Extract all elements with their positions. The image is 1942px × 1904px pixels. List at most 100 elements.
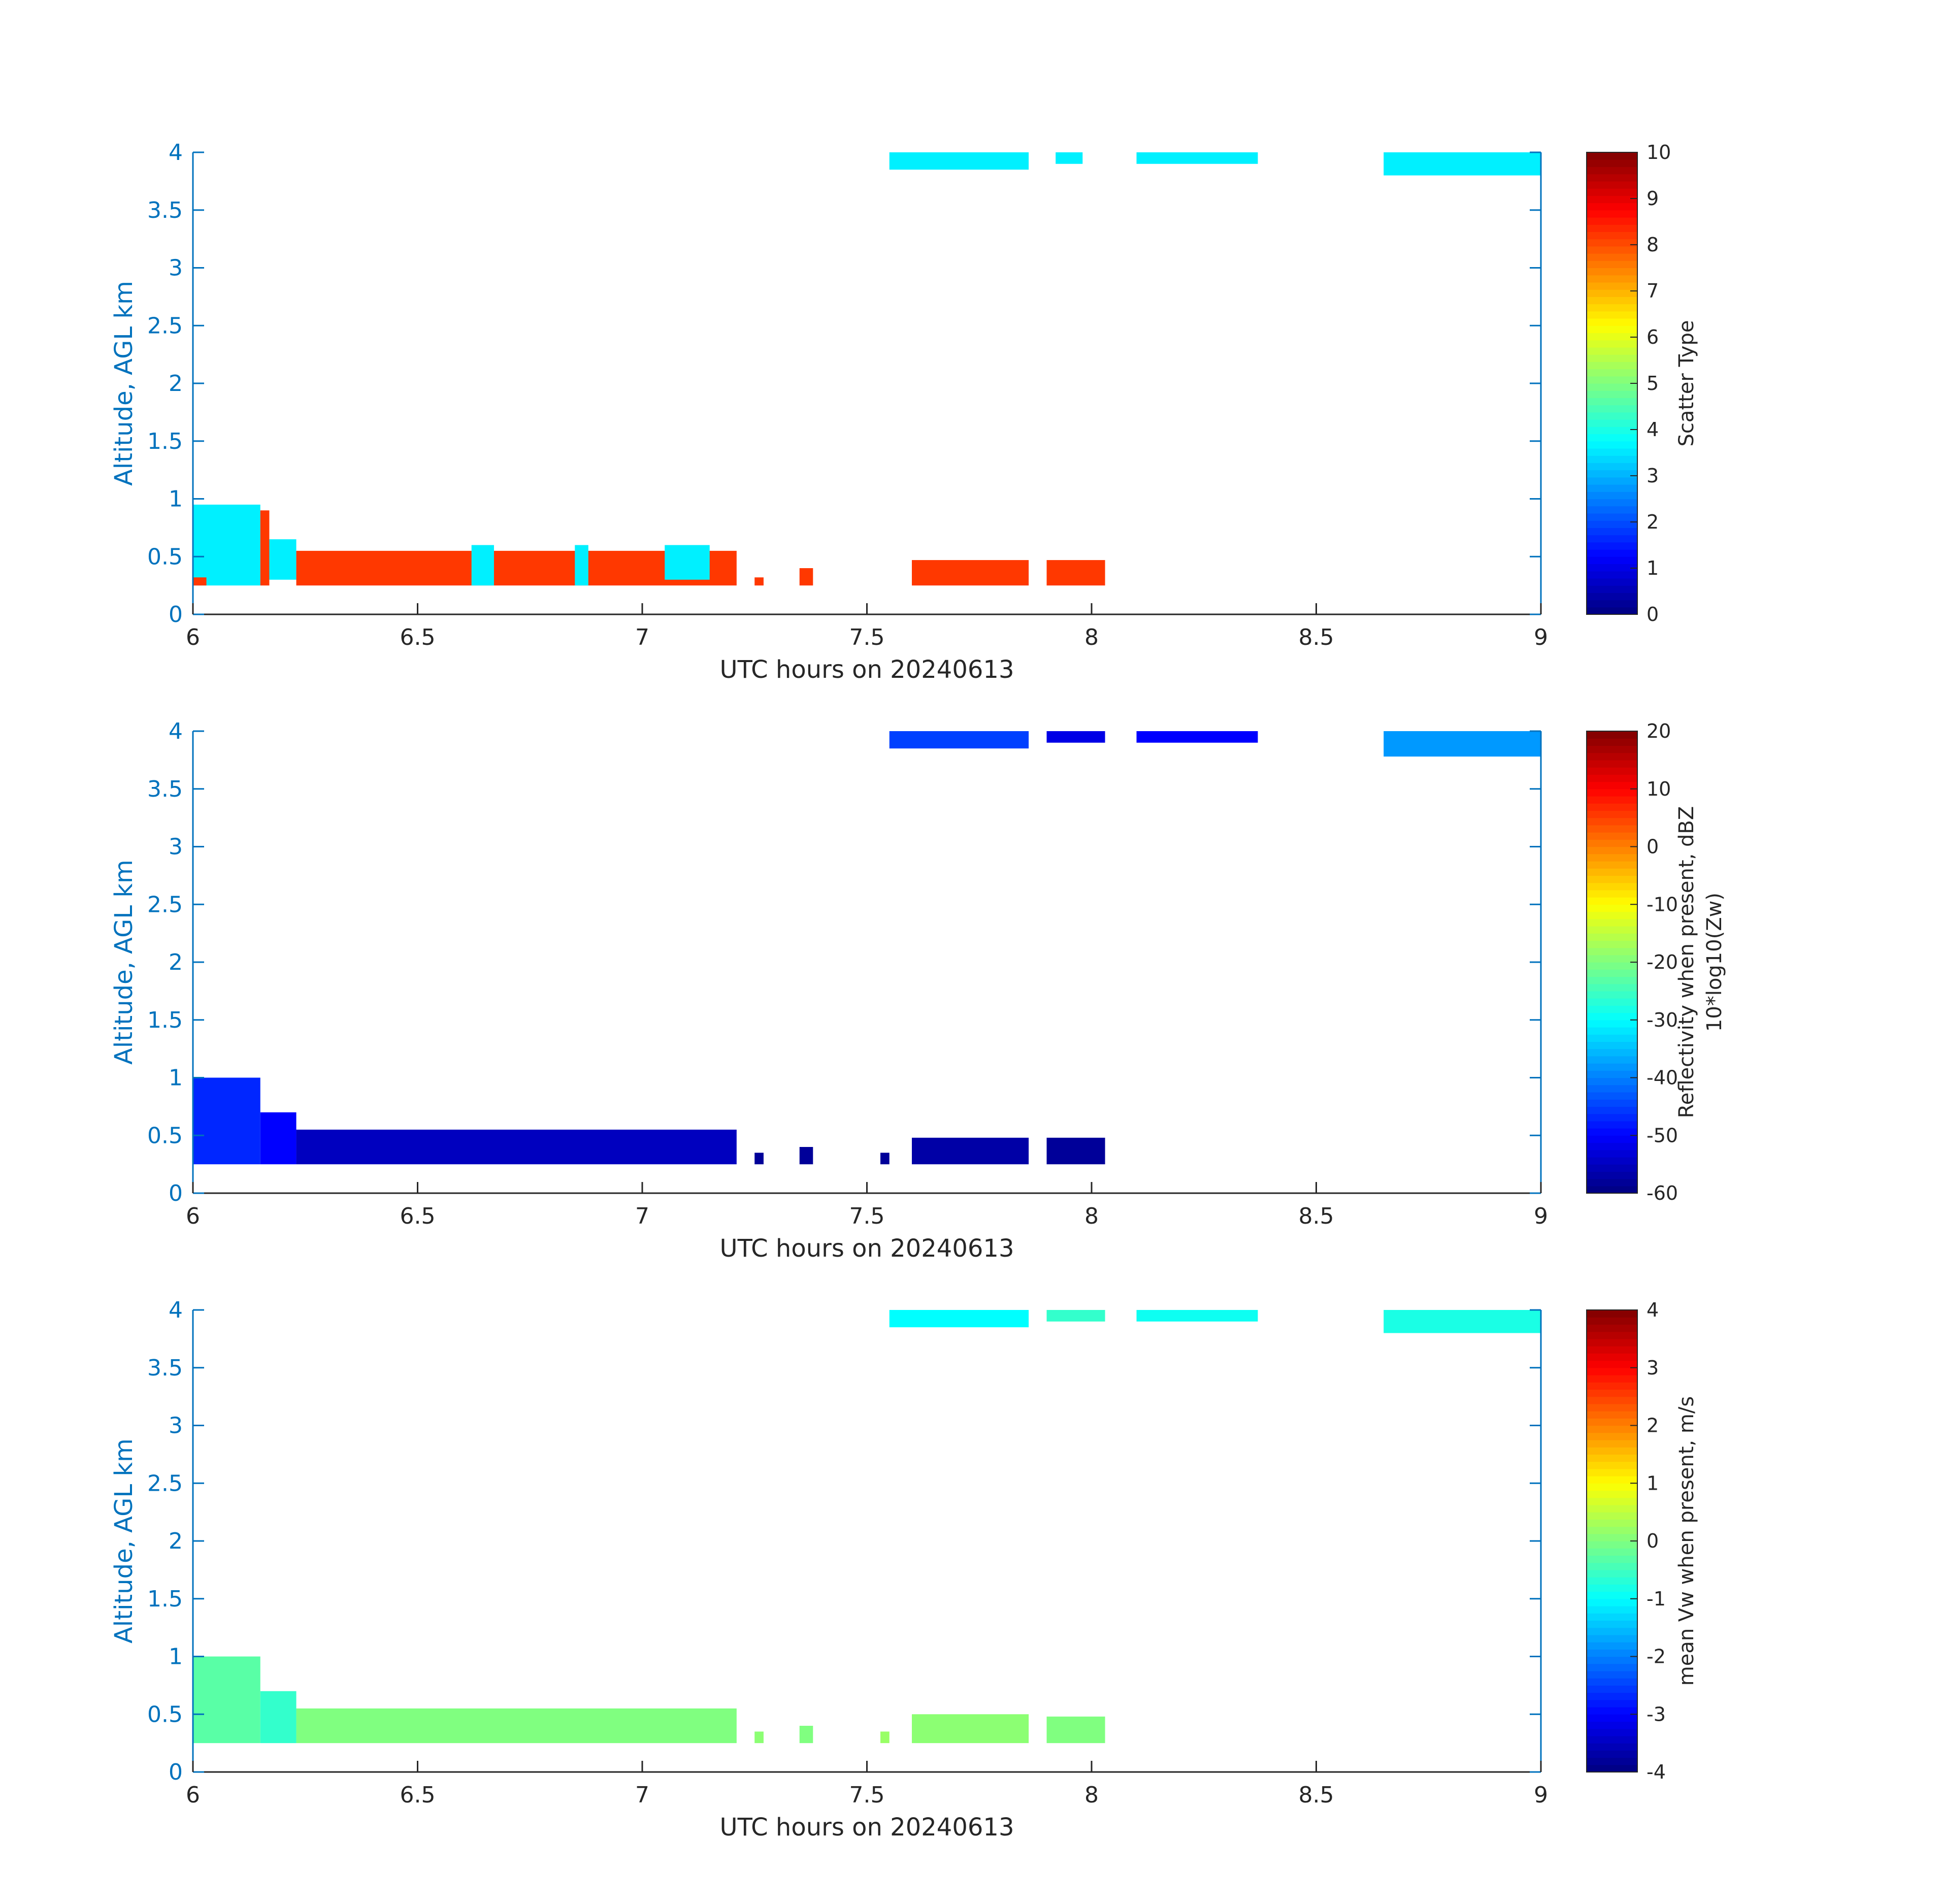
colorbar-segment xyxy=(1587,1128,1637,1136)
colorbar-segment xyxy=(1587,1591,1637,1599)
colorbar-tick-label: 4 xyxy=(1647,1299,1659,1321)
heatmap-cell xyxy=(260,510,270,586)
colorbar-segment xyxy=(1587,1512,1637,1520)
colorbar-label: Scatter Type xyxy=(1675,320,1698,447)
colorbar-segment xyxy=(1587,383,1637,391)
y-tick-label: 1 xyxy=(169,486,183,512)
heatmap-cell xyxy=(471,545,494,586)
heatmap-cell xyxy=(889,152,1029,170)
colorbar-segment xyxy=(1587,491,1637,500)
colorbar-segment xyxy=(1587,246,1637,254)
heatmap-cell xyxy=(1136,731,1258,743)
colorbar-segment xyxy=(1587,781,1637,790)
colorbar-segment xyxy=(1587,1670,1637,1679)
x-tick-label: 7.5 xyxy=(849,625,885,650)
colorbar-segment xyxy=(1587,268,1637,276)
colorbar-segment xyxy=(1587,520,1637,528)
colorbar-segment xyxy=(1587,803,1637,811)
heatmap-cell xyxy=(296,1129,737,1165)
colorbar-segment xyxy=(1587,1454,1637,1462)
colorbar-segment xyxy=(1587,1411,1637,1419)
y-axis-label: Altitude, AGL km xyxy=(110,860,138,1065)
heatmap-cell xyxy=(1384,731,1541,757)
heatmap-cell xyxy=(260,1691,297,1744)
colorbar-segment xyxy=(1587,463,1637,471)
colorbar-segment xyxy=(1587,347,1637,355)
colorbar-segment xyxy=(1587,1533,1637,1541)
colorbar-segment xyxy=(1587,607,1637,615)
y-tick-label: 2 xyxy=(169,1528,183,1554)
colorbar-segment xyxy=(1587,477,1637,485)
y-tick-label: 0.5 xyxy=(147,1123,183,1148)
colorbar-segment xyxy=(1587,1106,1637,1114)
colorbar-segment xyxy=(1587,1331,1637,1339)
x-tick-label: 6.5 xyxy=(400,625,436,650)
colorbar-segment xyxy=(1587,1135,1637,1143)
x-tick-label: 8.5 xyxy=(1299,625,1334,650)
colorbar-segment xyxy=(1587,846,1637,855)
colorbar-segment xyxy=(1587,1389,1637,1397)
y-tick-label: 4 xyxy=(169,140,183,166)
colorbar-segment xyxy=(1587,1113,1637,1122)
colorbar-segment xyxy=(1587,325,1637,334)
colorbar-segment xyxy=(1587,1382,1637,1390)
heatmap-cell xyxy=(912,1714,1029,1744)
colorbar-tick-label: 2 xyxy=(1647,1415,1659,1437)
colorbar: 0 1 2 3 4 5 6 7 8 9 10 Scatter Type xyxy=(1586,141,1698,626)
heatmap-cell xyxy=(754,577,764,586)
colorbar-segment xyxy=(1587,1555,1637,1563)
colorbar-segment xyxy=(1587,1012,1637,1021)
y-tick-label: 3.5 xyxy=(147,776,183,802)
colorbar-segment xyxy=(1587,1374,1637,1383)
colorbar-segment xyxy=(1587,1324,1637,1332)
heatmap-cell xyxy=(193,577,207,586)
colorbar-segment xyxy=(1587,412,1637,420)
colorbar-segment xyxy=(1587,947,1637,956)
colorbar-segment xyxy=(1587,897,1637,905)
panel-2: 0 0.5 1 1.5 2 2.5 3 3.5 4 6 6.5 7 7.5 8 8.5 9 UTC hours … xyxy=(110,718,1726,1263)
colorbar-segment xyxy=(1587,152,1637,160)
colorbar-segment xyxy=(1587,318,1637,326)
colorbar-segment xyxy=(1587,1418,1637,1426)
colorbar-segment xyxy=(1587,904,1637,912)
colorbar-segment xyxy=(1587,1584,1637,1592)
colorbar-segment xyxy=(1587,484,1637,492)
colorbar-segment xyxy=(1587,983,1637,992)
colorbar-segment xyxy=(1587,470,1637,478)
colorbar-segment xyxy=(1587,369,1637,377)
colorbar-segment xyxy=(1587,1396,1637,1404)
colorbar-segment xyxy=(1587,1663,1637,1671)
heatmap-cells xyxy=(193,731,1541,1165)
colorbar-segment xyxy=(1587,1735,1637,1744)
x-tick-label: 6 xyxy=(186,1203,200,1229)
colorbar-segment xyxy=(1587,738,1637,746)
colorbar-segment xyxy=(1587,441,1637,449)
colorbar-segment xyxy=(1587,1425,1637,1433)
colorbar-tick-label: -2 xyxy=(1647,1646,1666,1668)
colorbar-segment xyxy=(1587,499,1637,507)
colorbar-tick-label: -1 xyxy=(1647,1588,1666,1610)
colorbar-tick-label: 10 xyxy=(1647,141,1671,163)
y-tick-label: 3 xyxy=(169,1413,183,1439)
colorbar-segment xyxy=(1587,1692,1637,1700)
colorbar-segment xyxy=(1587,839,1637,847)
heatmap-cell xyxy=(193,1656,260,1744)
colorbar-segment xyxy=(1587,789,1637,797)
colorbar-segment xyxy=(1587,275,1637,283)
heatmap-cell xyxy=(1046,731,1105,743)
colorbar-segment xyxy=(1587,210,1637,218)
y-tick-label: 3 xyxy=(169,834,183,860)
heatmap-cell xyxy=(889,731,1029,749)
colorbar-segment xyxy=(1587,405,1637,413)
y-tick-label: 0 xyxy=(169,1180,183,1206)
colorbar-segment xyxy=(1587,1005,1637,1013)
y-tick-label: 2 xyxy=(169,371,183,397)
colorbar-segment xyxy=(1587,1526,1637,1534)
colorbar-segment xyxy=(1587,1367,1637,1375)
colorbar-segment xyxy=(1587,1569,1637,1578)
colorbar-segment xyxy=(1587,1070,1637,1078)
colorbar-segment xyxy=(1587,232,1637,240)
y-tick-label: 0 xyxy=(169,602,183,628)
colorbar-segment xyxy=(1587,890,1637,898)
heatmap-cell xyxy=(799,1726,813,1744)
